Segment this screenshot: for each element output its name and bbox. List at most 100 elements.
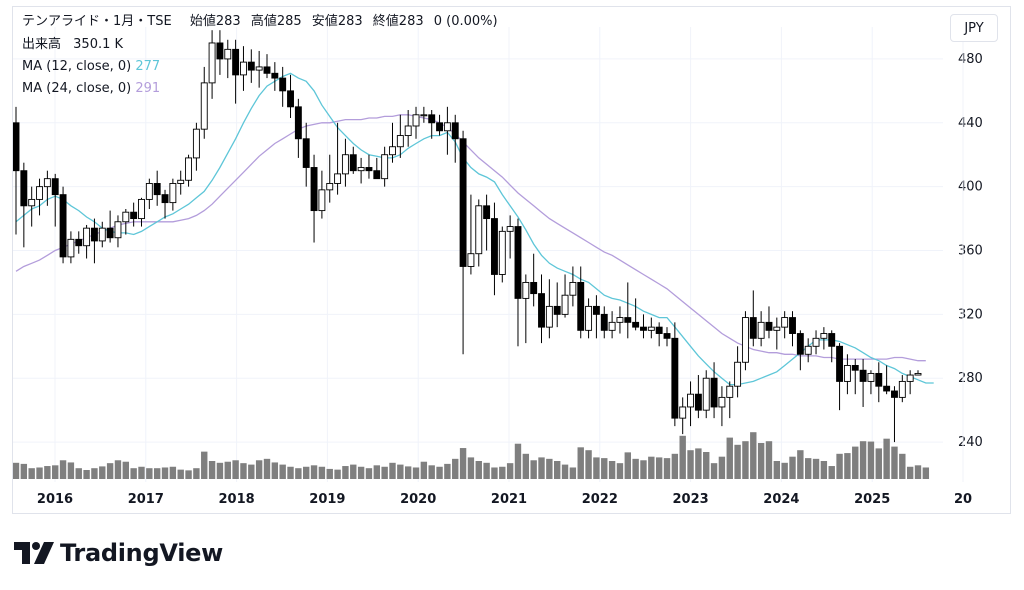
volume-bar <box>655 457 663 479</box>
volume-bar <box>436 466 443 479</box>
volume-bar <box>475 461 482 479</box>
candle-body <box>255 66 263 71</box>
volume-bar <box>828 466 835 479</box>
candle-body <box>365 167 373 172</box>
x-tick-label: 20 <box>954 492 972 507</box>
volume-bar <box>342 466 349 479</box>
y-tick-label: 360 <box>958 244 983 259</box>
candle-body <box>914 372 922 376</box>
volume-bar <box>757 443 765 479</box>
volume-bar <box>844 453 851 479</box>
legend-ohlc: テンアライド・1月・TSE 始値283 高値285 安値283 終値283 0 … <box>22 13 498 31</box>
volume-bar <box>350 464 357 479</box>
volume-bar <box>263 458 271 479</box>
volume-bar <box>452 458 459 479</box>
volume-bar <box>295 468 302 479</box>
volume-bar <box>201 451 208 479</box>
candle-body <box>138 198 145 220</box>
candle-body <box>640 326 647 331</box>
volume-bar <box>310 465 318 479</box>
candle-body <box>51 178 59 196</box>
candle-body <box>804 345 812 355</box>
legend-ma12[interactable]: MA (12, close, 0) 277 <box>22 58 160 76</box>
candle-body <box>694 393 702 411</box>
candle-body <box>208 42 216 84</box>
volume-bar <box>491 467 498 479</box>
volume-bar <box>130 468 137 479</box>
candle-body <box>530 281 538 295</box>
candle-body <box>726 385 734 398</box>
candle-body <box>75 238 83 247</box>
volume-bar <box>28 468 35 479</box>
legend-volume: 出来高 350.1 K <box>22 36 123 54</box>
y-tick-label: 480 <box>958 52 983 67</box>
volume-bar <box>561 464 569 479</box>
candle-body <box>161 194 169 204</box>
volume-bar <box>624 452 631 479</box>
volume-bar <box>59 460 67 479</box>
volume-bar <box>161 467 169 479</box>
low-label: 安値 <box>311 14 338 29</box>
candle-body <box>592 305 600 315</box>
candle-body <box>585 305 593 331</box>
candle-body <box>734 361 742 387</box>
candle-body <box>506 226 514 232</box>
volume-bar <box>522 453 530 479</box>
volume-bar <box>632 458 639 479</box>
volume-bar <box>883 438 890 479</box>
candle-body <box>632 321 640 328</box>
candle-body <box>702 377 710 411</box>
candle-body <box>373 170 381 180</box>
volume-bar <box>608 461 616 479</box>
volume-bar <box>67 462 75 479</box>
candle-body <box>545 305 553 328</box>
volume-bar <box>467 457 475 479</box>
candle-body <box>59 194 67 258</box>
candle-body <box>271 72 279 79</box>
candle-body <box>773 326 781 331</box>
volume-bar <box>773 461 781 479</box>
symbol-title: テンアライド・1月・TSE <box>22 14 172 29</box>
ma12-line <box>15 72 934 386</box>
candle-body <box>216 42 224 60</box>
candle-body <box>232 48 240 76</box>
candle-body <box>106 227 114 239</box>
volume-bar <box>326 468 333 479</box>
chart-frame: 240 280 320 360 400 440 480 2016 2017 2018 2019 202… <box>12 6 1011 514</box>
tradingview-logo[interactable]: TradingView <box>14 536 223 570</box>
candle-body <box>577 281 585 331</box>
ma24-value: 291 <box>135 81 161 96</box>
currency-button[interactable]: JPY <box>950 14 998 42</box>
volume-bar <box>114 460 122 479</box>
volume-bar <box>836 453 843 479</box>
candle-body <box>608 321 616 331</box>
y-tick-label: 440 <box>958 116 983 131</box>
candle-body <box>859 369 867 382</box>
volume-bar <box>83 470 90 479</box>
volume-bar <box>875 448 882 479</box>
volume-bar <box>703 452 710 479</box>
candle-body <box>710 377 718 408</box>
volume-value: 350.1 K <box>73 37 124 52</box>
volume-bar <box>593 457 600 479</box>
candle-body <box>624 317 632 323</box>
volume-bar <box>506 463 514 479</box>
legend-ma24[interactable]: MA (24, close, 0) 291 <box>22 80 160 98</box>
candle-body <box>491 218 498 275</box>
candle-body <box>906 374 914 382</box>
volume-bar <box>279 464 286 479</box>
volume-bar <box>914 465 922 479</box>
volume-bar <box>397 464 404 479</box>
volume-bar <box>483 462 490 479</box>
candle-body <box>467 253 475 267</box>
volume-bar <box>287 466 294 479</box>
open-label: 始値 <box>189 14 216 29</box>
candle-body <box>334 173 342 184</box>
candle-body <box>898 380 906 398</box>
candle-body <box>459 138 467 267</box>
x-tick-label: 2020 <box>400 492 436 507</box>
x-tick-label: 2018 <box>219 492 255 507</box>
x-tick-label: 2022 <box>582 492 618 507</box>
volume-bar <box>389 462 396 479</box>
